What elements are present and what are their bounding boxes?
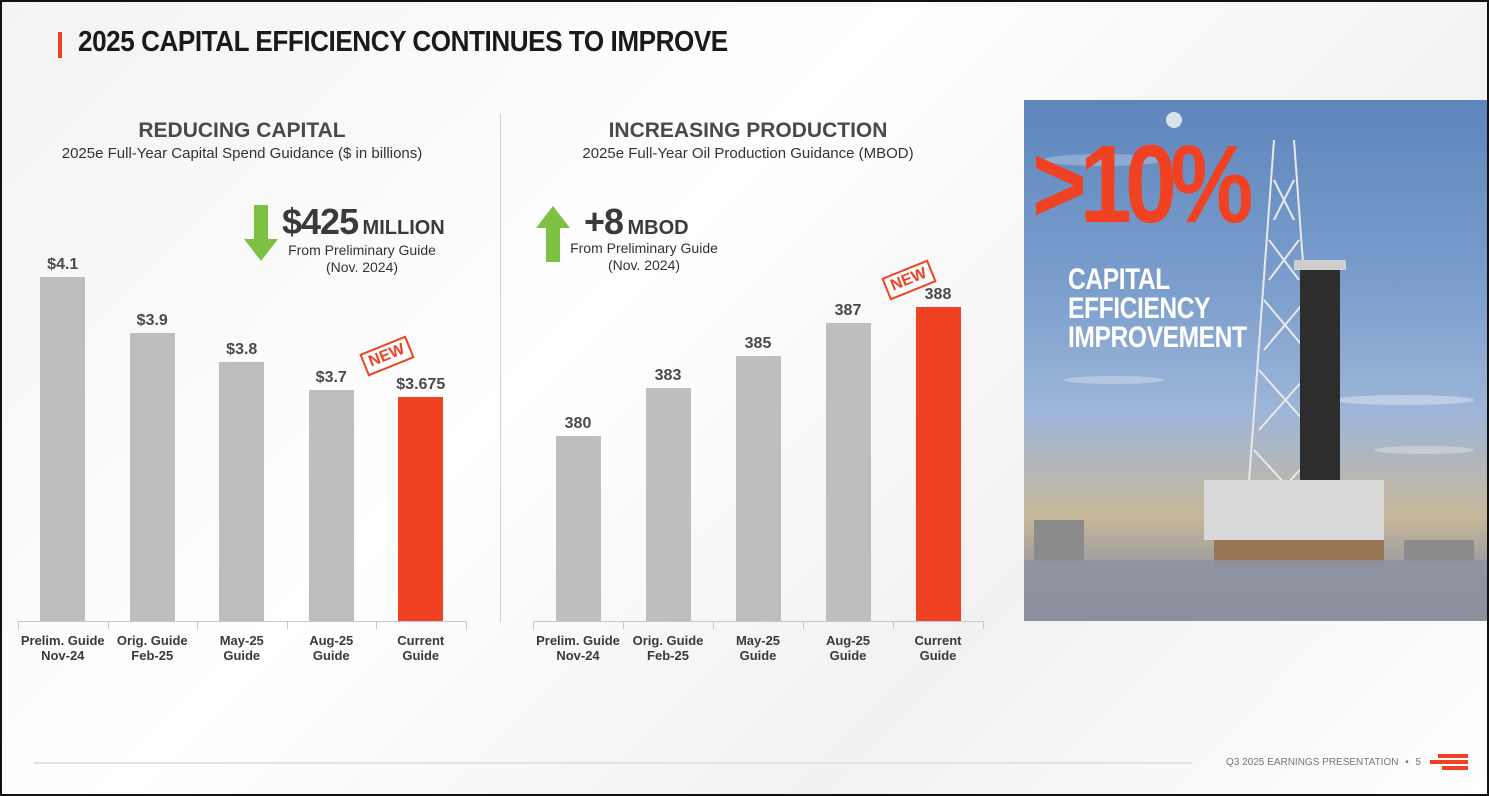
left-callout-sub-line2: (Nov. 2024) [325, 259, 399, 275]
left-callout-sub-line1: From Preliminary Guide [288, 242, 436, 258]
production-bar-value-label: 388 [924, 286, 952, 303]
production-category-label: Orig. Guide Feb-25 [632, 633, 704, 663]
left-callout-unit: MILLION [362, 217, 445, 239]
footer-label: Q3 2025 EARNINGS PRESENTATION [1226, 757, 1399, 768]
right-callout-sub: From Preliminary Guide (Nov. 2024) [564, 240, 724, 274]
drilling-rig-illustration [1024, 112, 1487, 621]
section-divider [500, 114, 501, 622]
production-category-label: Aug-25 Guide [825, 633, 871, 663]
capital-bar-value-label: $3.8 [226, 340, 258, 358]
left-section-subheading: 2025e Full-Year Capital Spend Guidance (… [61, 145, 423, 162]
capital-category-label: May-25 Guide [219, 633, 264, 663]
capital-bar-value-label: $3.675 [396, 375, 446, 393]
capital-bar [219, 361, 265, 621]
page-title: 2025 CAPITAL EFFICIENCY CONTINUES TO IMP… [78, 26, 728, 58]
photo-big-number: >10% [1032, 123, 1253, 246]
right-section-heading: INCREASING PRODUCTION [608, 119, 888, 142]
capital-axis-tick [465, 621, 467, 629]
footer-page-number: 5 [1415, 757, 1422, 768]
photo-caption: CAPITAL EFFICIENCY IMPROVEMENT [1068, 263, 1247, 354]
right-section-subheading: 2025e Full-Year Oil Production Guidance … [582, 145, 914, 162]
down-arrow-icon [244, 205, 278, 261]
capital-bar-value-label: $4.1 [47, 256, 79, 273]
production-bar-value-label: 380 [564, 415, 592, 433]
production-bar-value-label: 385 [744, 334, 772, 352]
capital-axis-tick [18, 621, 19, 629]
production-axis-tick [623, 621, 624, 629]
capital-category-label: Current Guide [397, 633, 445, 663]
right-callout-sub-line2: (Nov. 2024) [607, 257, 681, 273]
production-axis-tick [983, 621, 984, 629]
capital-category-label: Aug-25 Guide [309, 633, 354, 663]
capital-bar [40, 277, 86, 621]
footer-divider [34, 762, 1192, 764]
production-bar-value-label: 387 [834, 302, 862, 320]
left-callout-number: $425 [282, 201, 359, 242]
footer-text: Q3 2025 EARNINGS PRESENTATION • 5 [1226, 757, 1421, 768]
capital-category-label: Prelim. Guide Nov-24 [20, 633, 105, 663]
production-category-label: May-25 Guide [735, 633, 781, 663]
title-accent-bar [58, 32, 62, 58]
left-callout-sub: From Preliminary Guide (Nov. 2024) [282, 242, 442, 276]
production-axis-tick [803, 621, 804, 629]
capital-bar [398, 396, 444, 621]
company-logo-icon [1430, 754, 1468, 770]
left-section-heading: REDUCING CAPITAL [138, 119, 346, 142]
production-axis-tick [713, 621, 714, 629]
right-callout-value: +8 MBOD [584, 201, 689, 243]
production-bar [825, 323, 871, 621]
capital-axis-tick [197, 621, 198, 629]
footer-separator: • [1405, 757, 1409, 768]
production-category-label: Current Guide [914, 633, 962, 663]
production-x-axis [533, 621, 984, 622]
capital-axis-tick [376, 621, 377, 629]
production-bar-value-label: 383 [654, 366, 682, 384]
capital-x-axis [18, 621, 467, 622]
production-bar [915, 307, 961, 621]
production-bar [645, 387, 691, 621]
capital-axis-tick [107, 621, 109, 629]
production-category-label: Prelim. Guide Nov-24 [536, 633, 620, 663]
left-callout-value: $425 MILLION [282, 201, 445, 243]
capital-bar-value-label: $3.9 [136, 312, 168, 330]
capital-bar [308, 389, 354, 621]
right-callout-sub-line1: From Preliminary Guide [570, 240, 718, 256]
capital-bar-value-label: $3.7 [315, 368, 347, 386]
up-arrow-icon [536, 206, 570, 262]
right-callout-number: +8 [584, 201, 624, 242]
capital-category-label: Orig. Guide Feb-25 [116, 633, 188, 663]
capital-axis-tick [286, 621, 288, 629]
production-bar [735, 355, 781, 621]
drilling-rig-photo: >10% CAPITAL EFFICIENCY IMPROVEMENT [1024, 100, 1487, 621]
right-callout-unit: MBOD [627, 217, 689, 239]
capital-bar [129, 333, 175, 621]
production-bar [555, 436, 601, 621]
production-axis-tick [533, 621, 534, 629]
production-axis-tick [893, 621, 894, 629]
